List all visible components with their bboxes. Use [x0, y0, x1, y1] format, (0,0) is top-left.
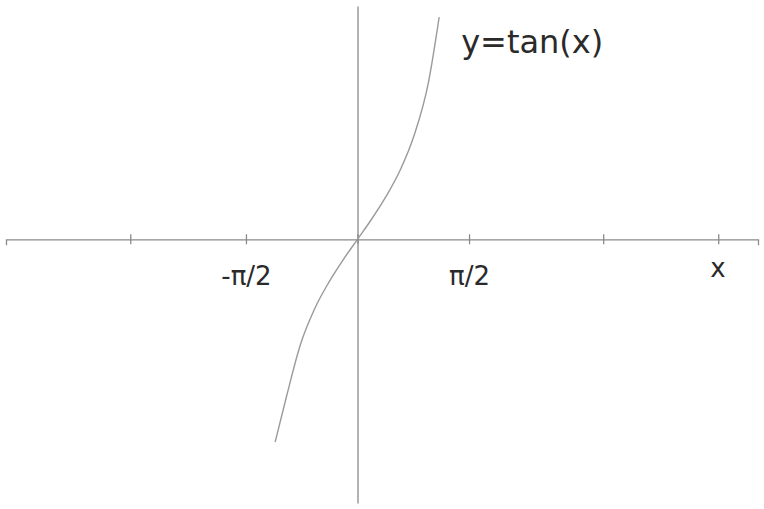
x-tick: [603, 234, 604, 244]
y-axis: [358, 7, 359, 504]
curve-label: y=tan(x): [461, 23, 603, 61]
x-tick-mark: [246, 234, 247, 244]
x-tick: [718, 234, 719, 244]
x-tick: [130, 234, 131, 244]
plot-area: [275, 17, 439, 442]
x-axis: -π/2 π/2: [7, 234, 759, 290]
x-tick-mark: [469, 234, 470, 244]
x-tick-label: -π/2: [221, 261, 271, 291]
x-tick: π/2: [449, 234, 490, 290]
x-axis-line: [7, 240, 759, 246]
curve: [275, 17, 439, 442]
x-axis-title: x: [710, 253, 725, 283]
x-tick: -π/2: [221, 234, 271, 290]
chart: -π/2 π/2 x y=tan(x): [0, 0, 764, 509]
x-tick-mark: [603, 234, 604, 244]
x-tick-label: π/2: [449, 261, 490, 291]
y-axis-line: [357, 7, 358, 504]
x-tick-mark: [718, 234, 719, 244]
x-tick-mark: [130, 234, 131, 244]
